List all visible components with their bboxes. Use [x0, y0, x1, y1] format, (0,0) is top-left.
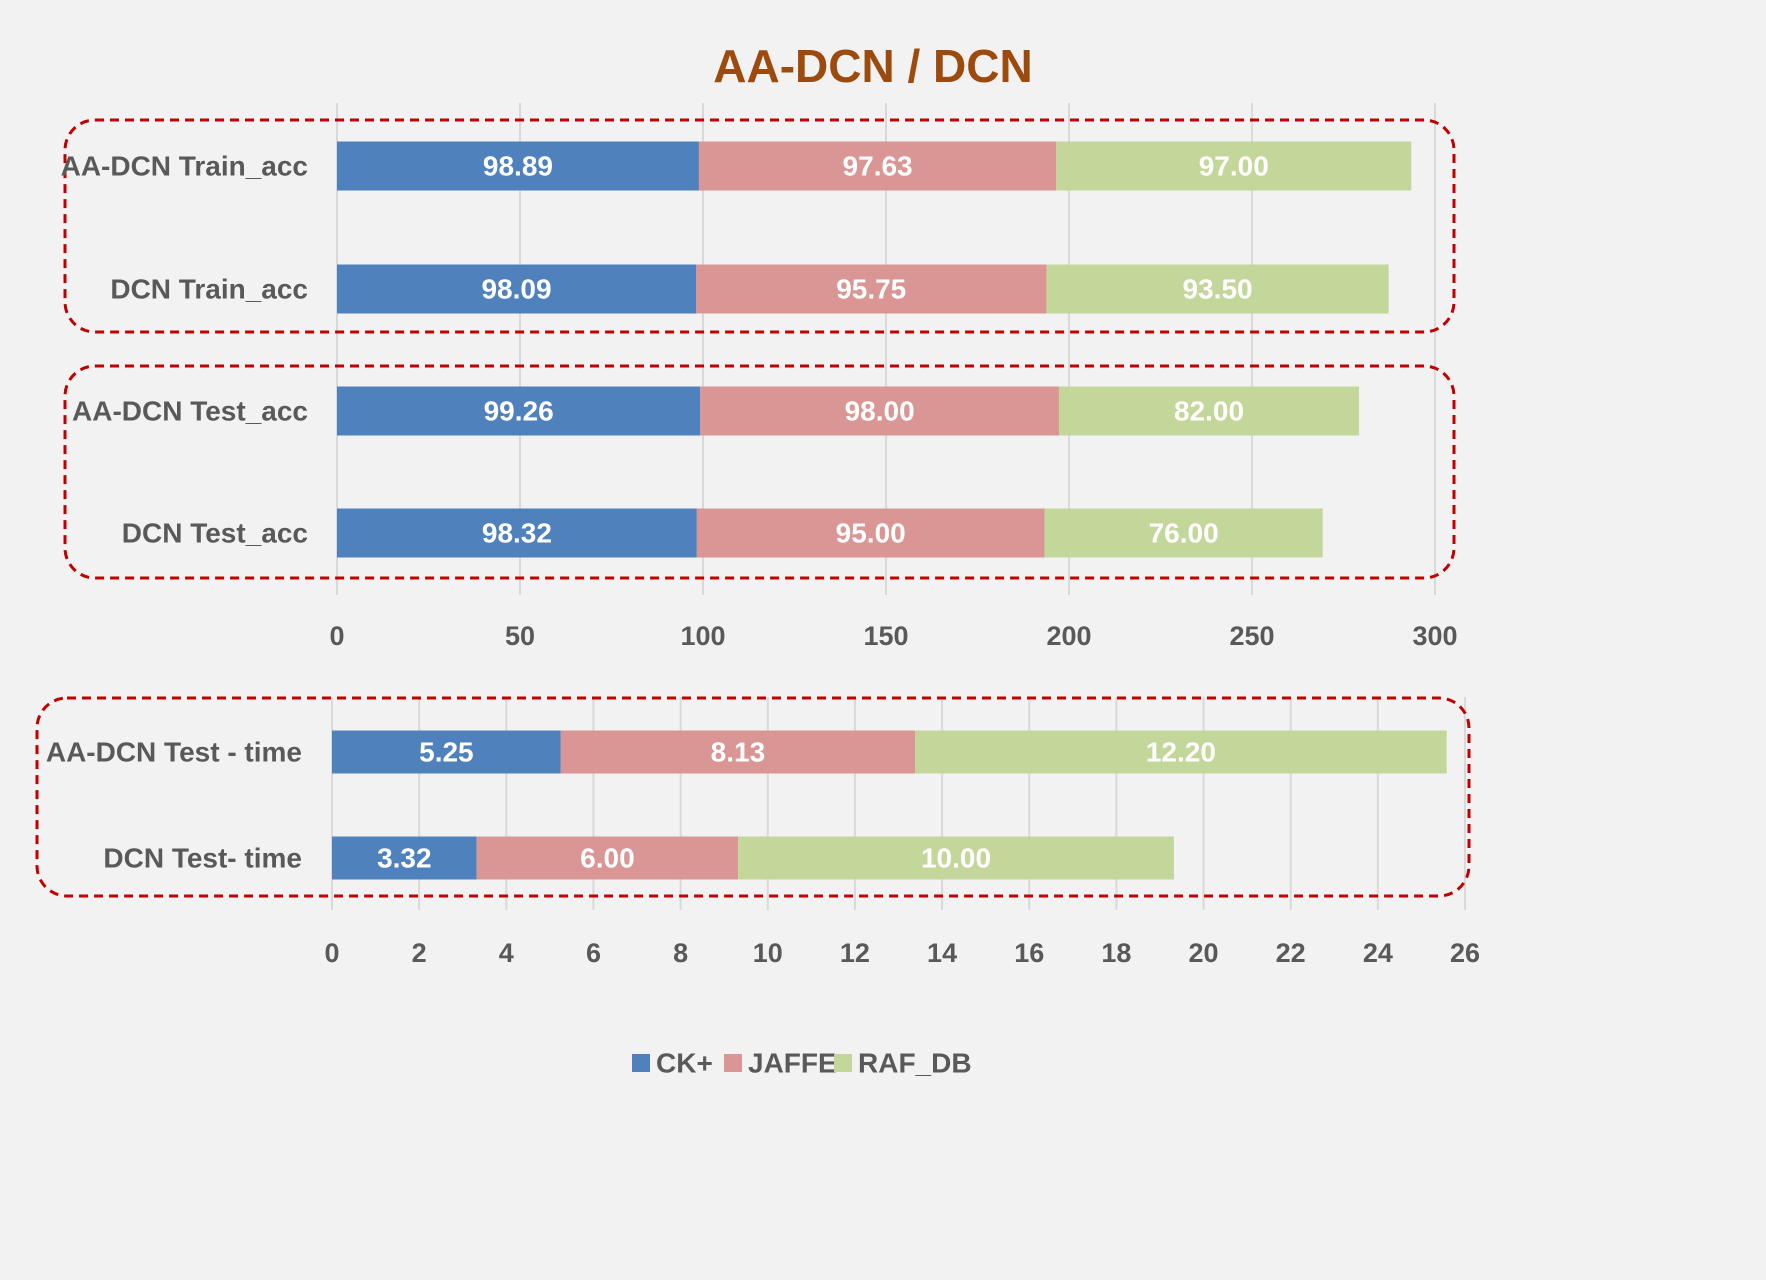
data-label-aa-dcn-test-time-jaffe: 8.13	[711, 737, 766, 768]
x-tick-label: 4	[499, 938, 514, 968]
bar-dcn-test-time-jaffe	[476, 836, 739, 880]
data-label-aa-dcn-train-acc-raf-db: 97.00	[1199, 151, 1269, 182]
legend-label-raf-db: RAF_DB	[858, 1048, 972, 1079]
category-label-aa-dcn-test-time: AA-DCN Test - time	[46, 737, 302, 768]
data-label-dcn-test-time-jaffe: 6.00	[580, 843, 635, 874]
data-label-aa-dcn-train-acc-ck: 98.89	[483, 151, 553, 182]
group-box-0-1	[63, 364, 1456, 580]
category-label-aa-dcn-train-acc: AA-DCN Train_acc	[61, 151, 308, 182]
x-tick-label: 6	[586, 938, 601, 968]
bar-dcn-train-acc-jaffe	[696, 264, 1047, 314]
group-boxes	[35, 118, 1471, 898]
data-label-aa-dcn-test-time-raf-db: 12.20	[1146, 737, 1216, 768]
data-label-dcn-test-time-raf-db: 10.00	[921, 843, 991, 874]
x-tick-label: 300	[1412, 621, 1457, 651]
x-tick-label: 24	[1363, 938, 1393, 968]
x-tick-label: 2	[412, 938, 427, 968]
x-tick-label: 0	[324, 938, 339, 968]
legend-label-ck: CK+	[656, 1048, 713, 1079]
x-tick-label: 20	[1189, 938, 1219, 968]
bar-aa-dcn-test-acc-ck	[337, 386, 701, 436]
x-tick-label: 0	[329, 621, 344, 651]
category-label-dcn-train-acc: DCN Train_acc	[110, 274, 308, 305]
x-tick-label: 26	[1450, 938, 1480, 968]
legend-swatch-raf-db	[834, 1054, 852, 1072]
x-tick-label: 8	[673, 938, 688, 968]
x-tick-label: 10	[753, 938, 783, 968]
bar-aa-dcn-test-acc-jaffe	[700, 386, 1059, 436]
bar-dcn-test-acc-raf-db	[1044, 508, 1323, 558]
x-tick-label: 100	[680, 621, 725, 651]
data-label-dcn-test-acc-raf-db: 76.00	[1149, 518, 1219, 549]
bar-aa-dcn-train-acc-raf-db	[1056, 141, 1412, 191]
category-label-aa-dcn-test-acc: AA-DCN Test_acc	[72, 396, 308, 427]
x-tick-label: 14	[927, 938, 957, 968]
bar-dcn-train-acc-raf-db	[1046, 264, 1389, 314]
data-label-aa-dcn-test-acc-raf-db: 82.00	[1174, 396, 1244, 427]
bar-dcn-test-time-ck	[332, 836, 477, 880]
data-label-aa-dcn-test-time-ck: 5.25	[419, 737, 474, 768]
category-label-dcn-test-acc: DCN Test_acc	[122, 518, 308, 549]
bar-aa-dcn-test-time-raf-db	[915, 730, 1447, 774]
data-label-aa-dcn-train-acc-jaffe: 97.63	[843, 151, 913, 182]
group-box-1-0	[35, 696, 1471, 898]
legend-swatch-ck	[632, 1054, 650, 1072]
chart-title: AA-DCN / DCN	[713, 40, 1032, 92]
legend-label-jaffe: JAFFE	[748, 1048, 837, 1079]
bar-dcn-test-acc-jaffe	[696, 508, 1045, 558]
x-tick-label: 250	[1229, 621, 1274, 651]
category-label-dcn-test-time: DCN Test- time	[103, 843, 302, 874]
bar-dcn-test-acc-ck	[337, 508, 697, 558]
data-label-dcn-test-acc-jaffe: 95.00	[836, 518, 906, 549]
x-tick-label: 150	[863, 621, 908, 651]
bar-dcn-test-time-raf-db	[738, 836, 1174, 880]
data-labels: 98.89 97.63 97.00 98.09 95.75 93.50 99.26 98.00…	[377, 151, 1269, 874]
x-tick-label: 16	[1014, 938, 1044, 968]
legend: CK+ JAFFE RAF_DB	[632, 1048, 972, 1079]
bar-aa-dcn-test-acc-raf-db	[1058, 386, 1360, 436]
group-box-0-0	[63, 118, 1456, 334]
data-label-dcn-train-acc-raf-db: 93.50	[1183, 274, 1253, 305]
data-label-dcn-train-acc-ck: 98.09	[481, 274, 551, 305]
bar-aa-dcn-train-acc-ck	[337, 141, 699, 191]
data-label-aa-dcn-test-acc-jaffe: 98.00	[845, 396, 915, 427]
legend-swatch-jaffe	[724, 1054, 742, 1072]
x-tick-label: 18	[1101, 938, 1131, 968]
bars	[332, 141, 1447, 880]
x-tick-label: 50	[505, 621, 535, 651]
x-tick-label: 12	[840, 938, 870, 968]
data-label-aa-dcn-test-acc-ck: 99.26	[484, 396, 554, 427]
bar-aa-dcn-test-time-ck	[332, 730, 561, 774]
data-label-dcn-test-time-ck: 3.32	[377, 843, 432, 874]
bar-aa-dcn-train-acc-jaffe	[698, 141, 1057, 191]
data-label-dcn-test-acc-ck: 98.32	[482, 518, 552, 549]
bar-dcn-train-acc-ck	[337, 264, 697, 314]
x-tick-label: 200	[1046, 621, 1091, 651]
bar-aa-dcn-test-time-jaffe	[560, 730, 916, 774]
data-label-dcn-train-acc-jaffe: 95.75	[836, 274, 906, 305]
x-tick-label: 22	[1276, 938, 1306, 968]
